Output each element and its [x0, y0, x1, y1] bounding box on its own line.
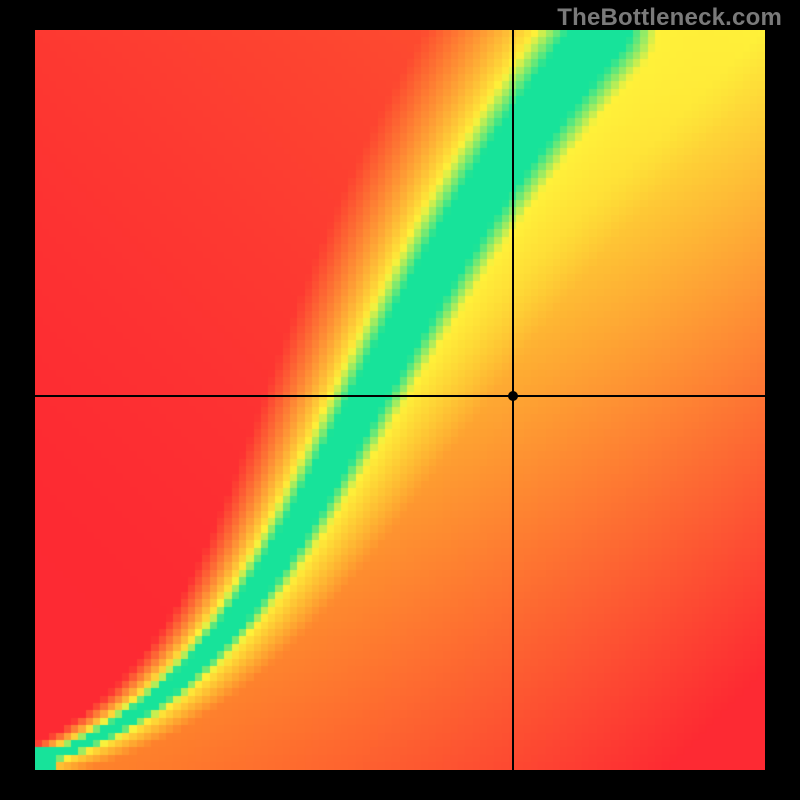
watermark-text: TheBottleneck.com — [557, 4, 782, 32]
crosshair-horizontal — [35, 395, 765, 397]
bottleneck-heatmap — [35, 30, 765, 770]
figure-root: TheBottleneck.com — [0, 0, 800, 800]
